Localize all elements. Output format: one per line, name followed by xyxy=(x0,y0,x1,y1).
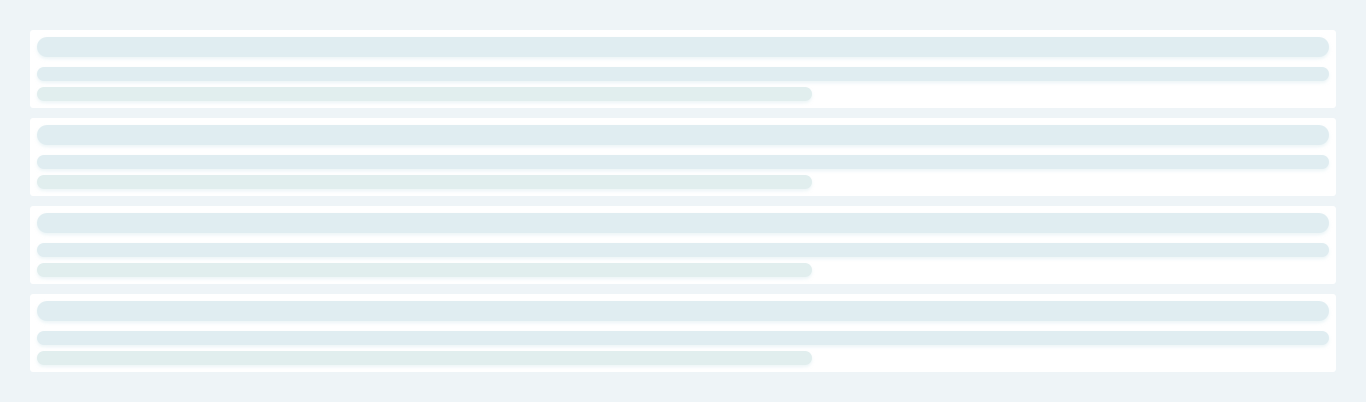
skeleton-short-line-placeholder xyxy=(37,87,812,101)
skeleton-short-line-placeholder xyxy=(37,175,812,189)
skeleton-list xyxy=(30,30,1336,382)
skeleton-card xyxy=(30,206,1336,284)
skeleton-card xyxy=(30,118,1336,196)
skeleton-card xyxy=(30,30,1336,108)
skeleton-line-placeholder xyxy=(37,67,1329,81)
skeleton-line-placeholder xyxy=(37,331,1329,345)
skeleton-line-placeholder xyxy=(37,155,1329,169)
skeleton-card xyxy=(30,294,1336,372)
skeleton-title-placeholder xyxy=(37,213,1329,233)
skeleton-title-placeholder xyxy=(37,125,1329,145)
skeleton-title-placeholder xyxy=(37,301,1329,321)
skeleton-short-line-placeholder xyxy=(37,351,812,365)
skeleton-short-line-placeholder xyxy=(37,263,812,277)
skeleton-line-placeholder xyxy=(37,243,1329,257)
skeleton-title-placeholder xyxy=(37,37,1329,57)
